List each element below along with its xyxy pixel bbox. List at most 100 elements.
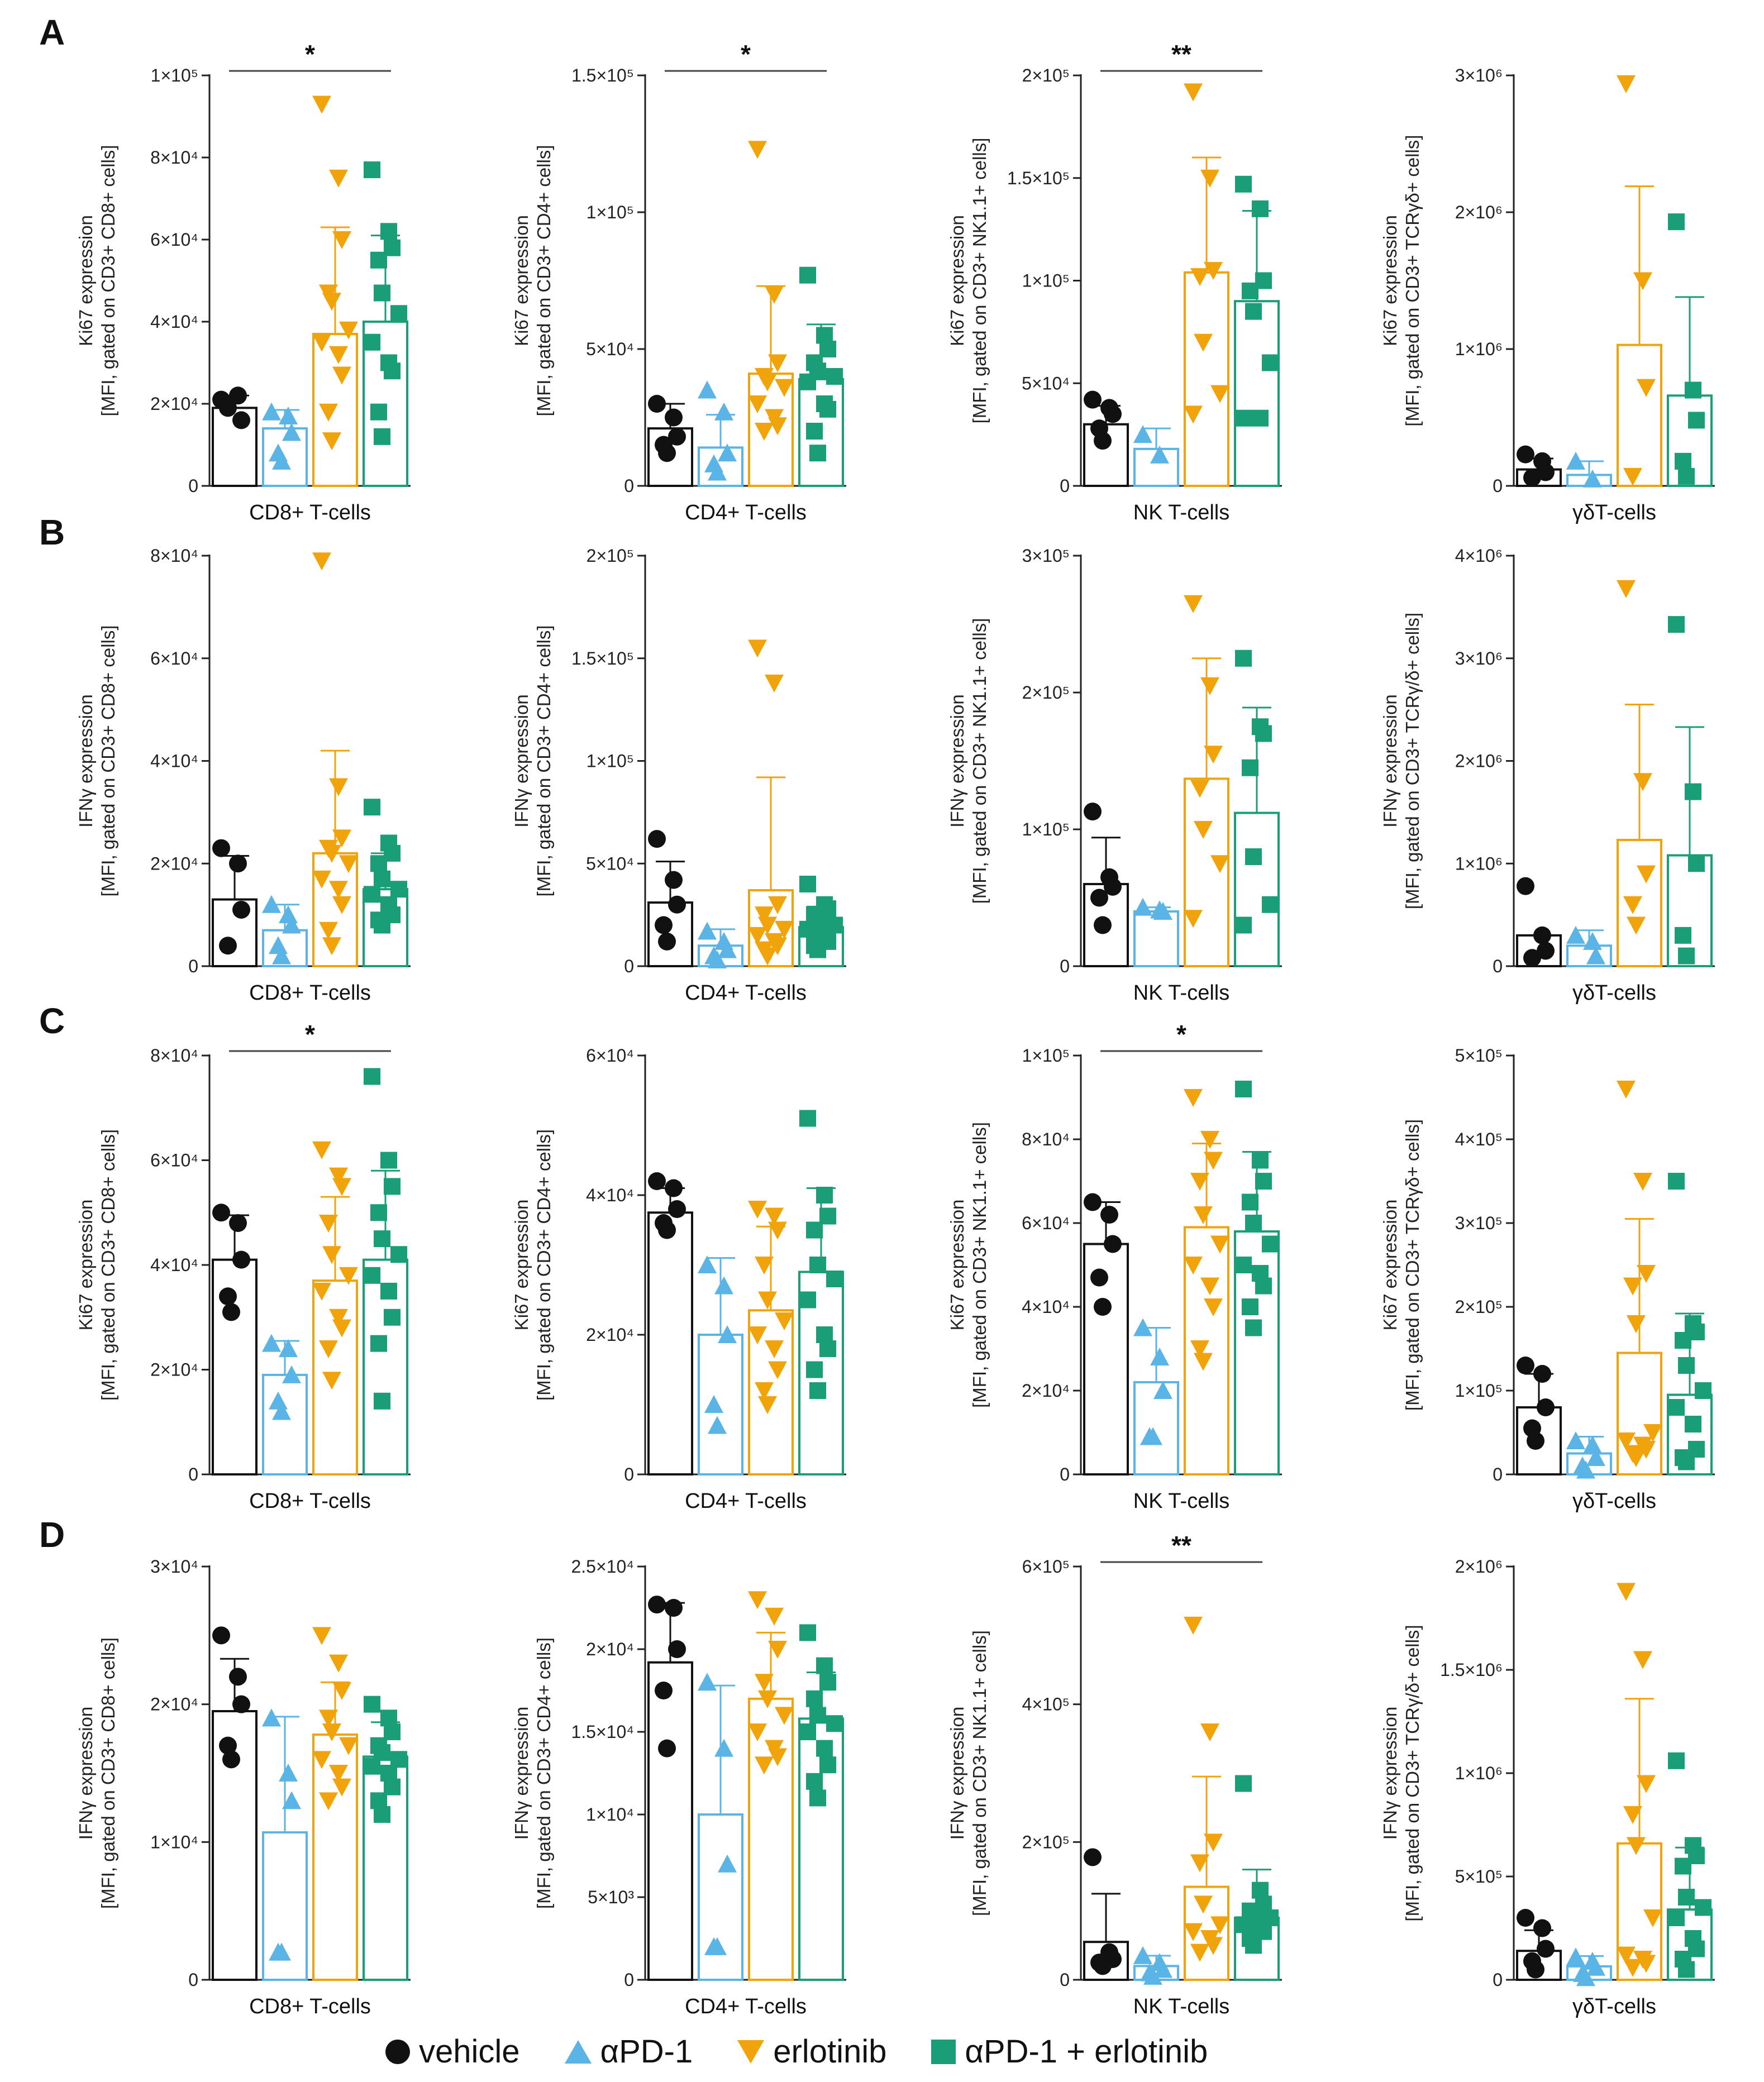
data-point [1685,381,1701,399]
y-tick-label: 0 [188,1970,198,1990]
data-point [1576,1460,1595,1479]
legend-label-erlotinib: erlotinib [773,2033,887,2070]
y-tick-label: 2×10⁵ [1022,1832,1070,1852]
data-point [1637,865,1656,884]
x-axis-title: γδT-cells [1572,1489,1656,1513]
data-point [1245,303,1262,320]
data-point [374,1230,390,1248]
data-point [1094,916,1112,934]
data-point [212,1626,230,1645]
data-point [279,1764,298,1782]
y-axis-title: IFNγ expression [1380,1707,1400,1840]
data-point [1617,1583,1636,1601]
data-point [329,1167,348,1186]
chart-panel-D-3: 0 2×10⁵ 4×10⁵ 6×10⁵ IFNγ expression [MFI, gat… [947,1531,1282,2018]
legend-item-apd1: αPD-1 [564,2033,693,2070]
data-point [1688,412,1705,429]
data-point [1090,1268,1108,1287]
data-point [1675,452,1691,470]
data-point [1184,1616,1203,1635]
data-point [1190,1340,1209,1358]
data-point [648,1172,666,1190]
x-axis-title: NK T-cells [1133,1995,1229,2018]
data-point [698,921,717,940]
data-point [768,1641,787,1659]
data-point [1235,1257,1252,1273]
y-axis-title: Ki67 expression [511,1200,532,1331]
data-point [1623,896,1642,914]
y-tick-label: 2×10⁵ [1022,65,1070,85]
data-point [806,1361,823,1378]
data-point [1235,1081,1252,1097]
chart-panel-A-4: 0 1×10⁶ 2×10⁶ 3×10⁶ Ki67 expression [MFI, gat… [1380,65,1715,524]
bar-square [1234,300,1280,487]
y-axis-title: [MFI, gated on CD3+ CD4+ cells] [533,1637,554,1909]
data-point [1210,385,1229,403]
legend-item-vehicle: vehicle [385,2033,520,2070]
data-point [768,1361,787,1379]
data-point [384,1178,401,1195]
data-point [668,1200,686,1218]
data-point [758,1291,777,1310]
data-point [668,895,686,914]
y-tick-label: 1×10⁵ [587,202,634,222]
data-point [339,855,358,873]
data-point [1617,1432,1636,1450]
y-axis-title: [MFI, gated on CD3+ CD8+ cells] [98,145,118,416]
data-point [799,876,816,892]
data-point [704,1395,723,1413]
x-axis-title: γδT-cells [1572,501,1656,524]
data-point [229,386,247,405]
y-tick-label: 2.5×10⁴ [571,1556,634,1577]
data-point [370,403,387,421]
data-point [765,1207,784,1226]
data-point [374,284,390,302]
data-point [332,1319,351,1338]
data-point [364,333,380,351]
data-point [1084,390,1102,409]
data-point [282,1791,301,1809]
data-point [1583,932,1602,950]
y-tick-label: 3×10⁵ [1022,546,1070,566]
y-tick-label: 4×10⁴ [150,751,198,771]
bar-tri-up [1133,1381,1179,1475]
bar-square [1234,811,1280,967]
data-point [665,871,683,889]
data-point [364,1267,380,1284]
data-point [222,1750,240,1769]
data-point [1084,1193,1102,1211]
data-point [1633,1173,1652,1191]
y-axis-title: IFNγ expression [511,1707,532,1840]
data-point [1090,889,1108,907]
legend-item-combo: αPD-1 + erlotinib [931,2033,1208,2070]
data-point [1566,1431,1585,1449]
chart-panel-D-2: 0 5×10³ 1×10⁴ 1.5×10⁴ 2×10⁴ 2.5×10⁴ IFNγ expre… [511,1556,846,2018]
data-point [1143,1966,1162,1985]
y-tick-label: 1×10⁵ [1022,271,1070,291]
data-point [799,1723,816,1740]
data-point [380,1282,397,1300]
data-point [272,451,291,470]
data-point [768,1748,787,1766]
data-point [1566,1947,1585,1966]
data-point [718,443,737,462]
y-tick-label: 5×10³ [588,1887,634,1907]
data-point [1517,1909,1534,1927]
y-axis-title: [MFI, gated on CD3+ CD8+ cells] [98,625,118,896]
data-point [1245,1937,1262,1954]
data-point [1633,272,1652,290]
data-point [364,886,380,903]
data-point [332,1778,351,1797]
data-point [718,940,737,958]
data-point [272,1402,291,1420]
data-point [819,400,836,418]
panel-label: D [39,1515,65,1555]
data-point [1517,1357,1534,1374]
y-axis-title: Ki67 expression [947,1200,967,1331]
y-axis-title: [MFI, gated on CD3+ CD8+ cells] [98,1637,118,1909]
data-point [1094,432,1112,450]
y-tick-label: 1×10⁴ [586,1804,634,1825]
y-tick-label: 2×10⁵ [1022,682,1070,703]
data-point [765,674,784,693]
bar-circle [212,898,258,967]
